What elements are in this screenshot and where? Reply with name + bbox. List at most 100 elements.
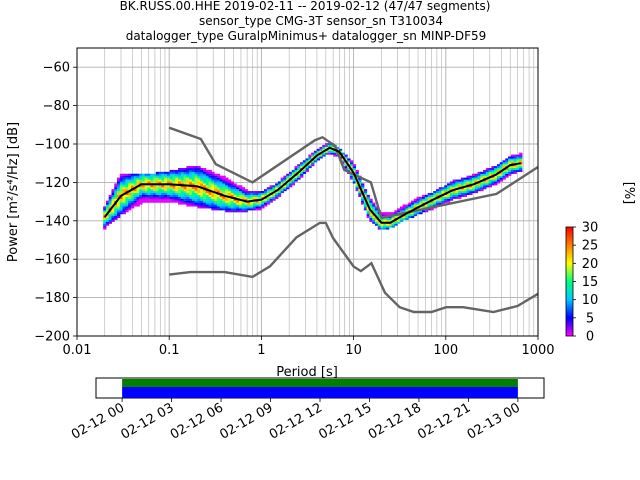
psd-cell [452, 196, 456, 199]
psd-cell [338, 148, 343, 151]
psd-cell [108, 206, 113, 209]
psd-cell [311, 164, 315, 167]
psd-cell [488, 179, 492, 182]
psd-cell [502, 171, 506, 174]
psd-cell [117, 187, 121, 190]
psd-cell [158, 189, 162, 192]
psd-cell [408, 202, 412, 205]
psd-cell [169, 169, 174, 172]
psd-cell [161, 198, 165, 201]
psd-cell [349, 173, 354, 176]
psd-cell [250, 206, 254, 209]
psd-cell [122, 173, 126, 176]
psd-cell [222, 192, 226, 196]
psd-cell [510, 169, 515, 172]
psd-cell [189, 181, 193, 184]
psd-cell [230, 202, 235, 205]
psd-cell [513, 160, 517, 163]
psd-cell [227, 179, 232, 182]
psd-cell [247, 192, 251, 196]
psd-cell [264, 194, 268, 197]
psd-cell [344, 154, 348, 157]
psd-cell [128, 173, 132, 176]
psd-cell [197, 204, 201, 207]
psd-cell [122, 196, 126, 199]
psd-cell [447, 196, 451, 199]
psd-cell [230, 210, 235, 213]
psd-cell [502, 160, 506, 163]
psd-cell [261, 194, 265, 197]
psd-cell [300, 169, 304, 172]
psd-cell [422, 206, 426, 209]
psd-cell [194, 200, 198, 203]
psd-cell [452, 185, 456, 188]
psd-cell [214, 179, 218, 182]
psd-cell [474, 177, 479, 180]
psd-cell [214, 204, 218, 207]
psd-cell [130, 185, 135, 188]
psd-cell [205, 171, 210, 174]
psd-cell [391, 223, 395, 226]
psd-cell [291, 183, 296, 186]
psd-cell [211, 177, 215, 180]
psd-cell [239, 194, 243, 197]
psd-cell [147, 173, 151, 176]
psd-cell [424, 200, 429, 203]
psd-cell [363, 206, 368, 209]
psd-cell [119, 208, 124, 211]
psd-cell [216, 206, 221, 209]
psd-cell [194, 202, 198, 205]
psd-cell [103, 208, 107, 211]
psd-cell [402, 210, 406, 213]
psd-cell [277, 191, 282, 194]
psd-cell [161, 189, 165, 192]
psd-cell [419, 198, 423, 201]
psd-cell [119, 198, 124, 201]
psd-cell [408, 204, 412, 207]
psd-cell [341, 152, 345, 155]
psd-cell [214, 185, 218, 188]
psd-cell [197, 171, 201, 174]
psd-cell [178, 198, 182, 201]
psd-cell [264, 200, 268, 203]
psd-cell [380, 212, 384, 215]
psd-cell [444, 196, 448, 199]
psd-cell [311, 156, 315, 159]
psd-cell [194, 189, 198, 192]
psd-cell [202, 177, 207, 180]
psd-cell [294, 175, 298, 178]
psd-cell [494, 168, 498, 171]
psd-cell [189, 168, 193, 171]
psd-cell [322, 148, 326, 151]
psd-cell [183, 191, 187, 194]
psd-cell [458, 192, 462, 196]
psd-cell [333, 152, 337, 155]
psd-cell [369, 216, 373, 219]
psd-cell [297, 168, 301, 171]
psd-cell [288, 181, 293, 184]
psd-cell [430, 200, 434, 203]
psd-cell [133, 204, 137, 207]
psd-cell [178, 185, 182, 188]
psd-cell [294, 171, 298, 174]
psd-cell [458, 179, 462, 182]
psd-cell [363, 191, 368, 194]
psd-cell [305, 158, 309, 161]
psd-cell [202, 194, 207, 197]
psd-cell [458, 189, 462, 192]
psd-cell [449, 194, 454, 197]
psd-cell [313, 150, 318, 153]
psd-cell [330, 144, 334, 148]
psd-cell [488, 183, 492, 186]
psd-cell [499, 173, 504, 176]
psd-cell [208, 181, 212, 184]
psd-cell [139, 179, 143, 182]
timeline-data-bar [122, 379, 518, 387]
psd-cell [405, 217, 409, 220]
psd-cell [472, 179, 476, 182]
psd-cell [141, 192, 146, 196]
psd-cell [438, 189, 443, 192]
psd-cell [225, 189, 229, 192]
psd-cell [172, 181, 176, 184]
psd-cell [494, 183, 498, 186]
